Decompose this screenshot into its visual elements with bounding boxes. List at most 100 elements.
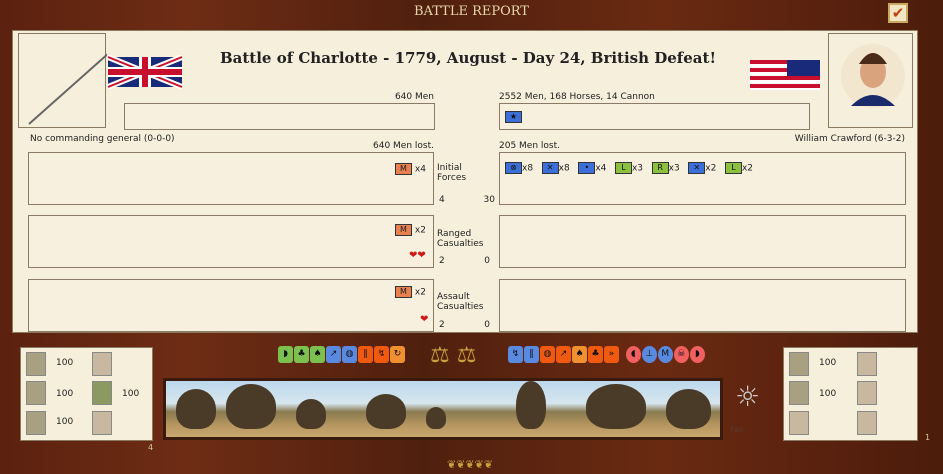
infantry-unit-icon[interactable]: ✕ xyxy=(688,162,706,174)
unit-count: x2 xyxy=(414,287,426,298)
british-stats-panel: 100 100 100 100 xyxy=(20,347,153,441)
british-initial-box: M x4 xyxy=(28,152,434,205)
american-modifier-icons: ↯ ‖ ◍ ↗ ♠ ♣» ◖ ⊥ M ☠ ◗ xyxy=(508,346,706,363)
british-flag-icon xyxy=(28,43,120,125)
fort-icon xyxy=(26,411,46,435)
drum-icon[interactable]: ◍ xyxy=(342,346,357,363)
modifier-icon[interactable]: ‖ xyxy=(358,346,373,363)
modifier-icon[interactable]: ◗ xyxy=(689,346,705,363)
modifier-icon[interactable]: ↗ xyxy=(556,346,571,363)
british-initial-number: 4 xyxy=(439,195,445,205)
unit-count: x3 xyxy=(668,163,680,174)
modifier-icon[interactable]: ↯ xyxy=(508,346,523,363)
troops-icon xyxy=(857,411,877,435)
advance-arrow-icon xyxy=(92,381,112,405)
soldier-icon xyxy=(92,352,112,376)
modifier-icon[interactable]: ♠ xyxy=(310,346,325,363)
stat-value: 100 xyxy=(56,417,74,427)
supply-icon xyxy=(26,381,46,405)
militia-unit-icon[interactable]: M xyxy=(395,163,412,175)
engineer-icon xyxy=(789,352,809,376)
troops-icon xyxy=(92,411,112,435)
american-initial-number: 30 xyxy=(483,195,495,205)
modifier-icon[interactable]: ◖ xyxy=(625,346,641,363)
engineer-icon xyxy=(26,352,46,376)
modifier-icon[interactable]: ↻ xyxy=(390,346,405,363)
window-title: BATTLE REPORT xyxy=(414,4,529,19)
advance-arrow-icon xyxy=(857,381,877,405)
american-strength: 2552 Men, 168 Horses, 14 Cannon xyxy=(499,92,655,102)
modifier-icon[interactable]: ‖ xyxy=(524,346,539,363)
skull-icon[interactable]: ☠ xyxy=(673,346,689,363)
modifier-icon[interactable]: ↯ xyxy=(374,346,389,363)
infantry-unit-icon[interactable]: ✕ xyxy=(541,162,559,174)
unit-count: x2 xyxy=(705,163,717,174)
british-assault-number: 2 xyxy=(439,320,445,330)
light-infantry-unit-icon[interactable]: L xyxy=(614,162,632,174)
unit-count: x2 xyxy=(414,225,426,236)
american-lost: 205 Men lost. xyxy=(499,141,560,151)
battlefield-landscape xyxy=(163,378,723,440)
supply-icon xyxy=(789,381,809,405)
general-unit-icon[interactable]: ★ xyxy=(505,111,522,123)
stat-value: 100 xyxy=(819,389,837,399)
drum-icon[interactable]: ◍ xyxy=(540,346,555,363)
unit-count: x4 xyxy=(414,164,426,175)
militia-unit-icon[interactable]: M xyxy=(395,286,412,298)
american-ranged-number: 0 xyxy=(484,256,490,266)
british-leader-box xyxy=(124,103,435,130)
modifier-icon[interactable]: ♣ xyxy=(294,346,309,363)
american-assault-box xyxy=(499,279,906,332)
american-general: William Crawford (6-3-2) xyxy=(794,134,905,144)
modifier-icon[interactable]: ⊥ xyxy=(641,346,657,363)
stat-value: 100 xyxy=(122,389,140,399)
scales-icon: ⚖ ⚖ xyxy=(430,343,477,368)
casualty-heart-icon: ❤ xyxy=(420,314,429,325)
unit-count: x8 xyxy=(558,163,570,174)
modifier-icon[interactable]: ♠ xyxy=(572,346,587,363)
general-portrait xyxy=(828,33,913,128)
battle-title: Battle of Charlotte - 1779, August - Day… xyxy=(219,49,717,67)
british-flag-box xyxy=(18,33,120,128)
casualty-hearts-icon: ❤❤ xyxy=(409,250,426,261)
soldier-icon xyxy=(857,352,877,376)
stat-value: 100 xyxy=(56,358,74,368)
modifier-icon[interactable]: ↗ xyxy=(326,346,341,363)
unit-count: x8 xyxy=(522,163,534,174)
confirm-checkmark-icon[interactable]: ✔ xyxy=(888,3,908,23)
unit-count: x3 xyxy=(631,163,644,174)
modifier-icon[interactable]: » xyxy=(604,346,619,363)
british-strength: 640 Men xyxy=(394,92,434,102)
unit-count: x2 xyxy=(741,163,753,174)
fort-icon xyxy=(789,411,809,435)
right-counter: 1 xyxy=(925,433,931,442)
label-initial: Initial Forces xyxy=(437,163,467,183)
militia-unit-icon[interactable]: M xyxy=(395,224,412,236)
stat-value: 100 xyxy=(56,389,74,399)
militia-unit-icon[interactable]: • xyxy=(578,162,596,174)
modifier-icon[interactable]: ♣ xyxy=(588,346,603,363)
label-ranged: Ranged Casualties xyxy=(437,229,484,249)
artillery-unit-icon[interactable]: ⊗ xyxy=(505,162,522,174)
american-ranged-box xyxy=(499,215,906,268)
british-ranged-number: 2 xyxy=(439,256,445,266)
stat-value: 100 xyxy=(819,358,837,368)
american-assault-number: 0 xyxy=(484,320,490,330)
british-ranged-box: M x2 ❤❤ xyxy=(28,215,434,268)
modifier-icon[interactable]: ◗ xyxy=(278,346,293,363)
rifle-unit-icon[interactable]: R xyxy=(651,162,669,174)
british-lost: 640 Men lost. xyxy=(373,141,434,151)
left-counter: 4 xyxy=(148,443,154,452)
american-stats-panel: 100 100 xyxy=(783,347,918,441)
british-modifier-icons: ◗ ♣ ♠ ↗ ◍ ‖ ↯ ↻ xyxy=(278,346,406,363)
american-flag-icon xyxy=(750,60,820,90)
weather-label: Fair xyxy=(730,425,745,434)
label-assault: Assault Casualties xyxy=(437,292,484,312)
modifier-icon[interactable]: M xyxy=(657,346,673,363)
union-jack-icon xyxy=(106,55,184,90)
weather-sun-icon: ☼ xyxy=(735,380,761,413)
light-infantry-unit-icon[interactable]: L xyxy=(724,162,742,174)
unit-count: x4 xyxy=(595,163,607,174)
